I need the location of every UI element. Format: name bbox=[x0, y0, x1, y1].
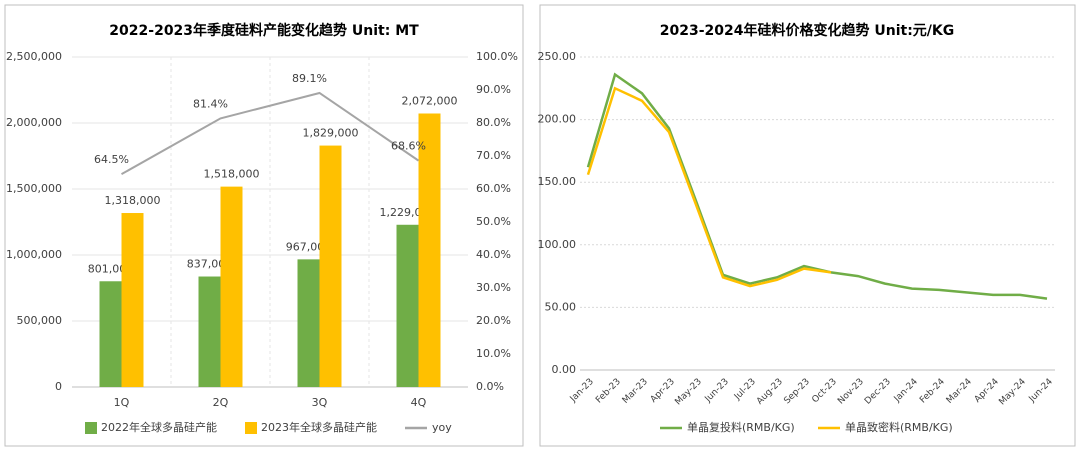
y2-tick-label: 20.0% bbox=[476, 314, 511, 327]
bar bbox=[297, 259, 320, 387]
legend-label: yoy bbox=[432, 421, 452, 434]
data-label: 1,318,000 bbox=[105, 194, 161, 207]
chart-title: 2022-2023年季度硅料产能变化趋势 Unit: MT bbox=[109, 22, 419, 39]
y-tick-label: 0 bbox=[55, 380, 62, 393]
data-label: 68.6% bbox=[391, 140, 426, 153]
y2-tick-label: 90.0% bbox=[476, 83, 511, 96]
bar bbox=[198, 276, 221, 387]
y2-tick-label: 60.0% bbox=[476, 182, 511, 195]
y-tick-label: 2,000,000 bbox=[6, 116, 62, 129]
y2-tick-label: 100.0% bbox=[476, 50, 518, 63]
bar bbox=[99, 281, 122, 387]
y2-tick-label: 0.0% bbox=[476, 380, 504, 393]
y2-tick-label: 50.0% bbox=[476, 215, 511, 228]
right-panel bbox=[539, 4, 1076, 447]
y-tick-label: 100.00 bbox=[538, 238, 577, 251]
data-label: 1,518,000 bbox=[204, 168, 260, 181]
bar bbox=[121, 213, 144, 387]
x-tick-label: 2Q bbox=[213, 396, 229, 409]
y-tick-label: 1,000,000 bbox=[6, 248, 62, 261]
y-tick-label: 150.00 bbox=[538, 175, 577, 188]
x-tick-label: 3Q bbox=[312, 396, 328, 409]
left-panel bbox=[4, 4, 524, 447]
y2-tick-label: 40.0% bbox=[476, 248, 511, 261]
bar bbox=[418, 113, 441, 387]
legend-label: 2022年全球多晶硅产能 bbox=[101, 420, 217, 434]
y2-tick-label: 70.0% bbox=[476, 149, 511, 162]
data-label: 89.1% bbox=[292, 72, 327, 85]
legend-swatch bbox=[245, 422, 257, 434]
y-tick-label: 0.00 bbox=[552, 363, 577, 376]
bar bbox=[396, 224, 419, 387]
line bbox=[586, 86, 832, 288]
y-tick-label: 200.00 bbox=[538, 113, 577, 126]
y-tick-label: 2,500,000 bbox=[6, 50, 62, 63]
data-label: 1,829,000 bbox=[303, 127, 359, 140]
data-label: 81.4% bbox=[193, 97, 228, 110]
y-tick-label: 250.00 bbox=[538, 50, 577, 63]
legend-label: 单晶复投料(RMB/KG) bbox=[687, 420, 795, 434]
chart-title: 2023-2024年硅料价格变化趋势 Unit:元/KG bbox=[660, 22, 955, 39]
y2-tick-label: 30.0% bbox=[476, 281, 511, 294]
y-tick-label: 50.00 bbox=[545, 300, 577, 313]
y-tick-label: 1,500,000 bbox=[6, 182, 62, 195]
x-tick-label: 4Q bbox=[411, 396, 427, 409]
y2-tick-label: 10.0% bbox=[476, 347, 511, 360]
data-label: 64.5% bbox=[94, 153, 129, 166]
legend-label: 2023年全球多晶硅产能 bbox=[261, 420, 377, 434]
y2-tick-label: 80.0% bbox=[476, 116, 511, 129]
y-tick-label: 500,000 bbox=[17, 314, 63, 327]
legend-swatch bbox=[85, 422, 97, 434]
line bbox=[121, 91, 420, 176]
bar bbox=[220, 186, 243, 387]
x-tick-label: 1Q bbox=[114, 396, 130, 409]
bar bbox=[319, 145, 342, 387]
data-label: 2,072,000 bbox=[402, 94, 458, 107]
legend-label: 单晶致密料(RMB/KG) bbox=[845, 420, 953, 434]
